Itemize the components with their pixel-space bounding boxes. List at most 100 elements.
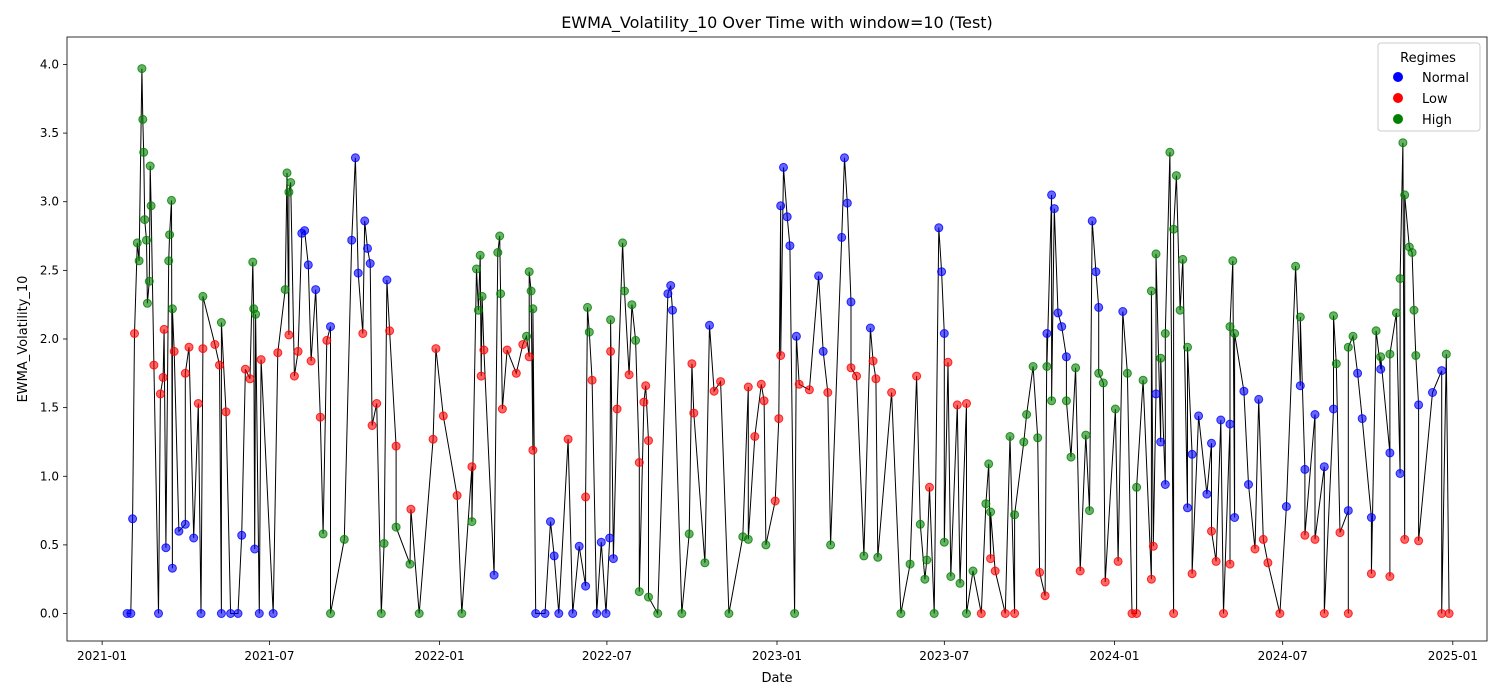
- y-tick-label: 3.5: [40, 126, 59, 140]
- point-normal: [1295, 381, 1305, 391]
- point-low: [159, 324, 169, 334]
- point-low: [1225, 559, 1235, 569]
- y-tick-label: 1.0: [40, 469, 59, 483]
- point-normal: [605, 533, 615, 543]
- point-normal: [581, 581, 591, 591]
- point-normal: [189, 533, 199, 543]
- point-high: [1348, 331, 1358, 341]
- plot-frame: [66, 36, 1488, 642]
- point-low: [976, 609, 986, 618]
- point-low: [245, 374, 255, 384]
- point-normal: [254, 609, 264, 618]
- x-tick-label: 2022-01: [414, 649, 464, 663]
- point-normal: [347, 235, 357, 245]
- point-normal: [1395, 469, 1405, 478]
- point-low: [1263, 558, 1273, 568]
- point-normal: [237, 530, 247, 540]
- point-low: [322, 335, 332, 345]
- point-high: [1122, 368, 1132, 378]
- point-low: [868, 356, 878, 366]
- point-low: [1319, 609, 1329, 618]
- point-low: [169, 346, 179, 356]
- point-normal: [791, 331, 801, 341]
- point-high: [1385, 349, 1395, 359]
- point-low: [1100, 577, 1110, 587]
- point-low: [962, 399, 971, 408]
- point-low: [155, 389, 165, 399]
- point-normal: [846, 297, 856, 307]
- point-low: [1275, 609, 1285, 618]
- point-high: [376, 609, 386, 618]
- point-low: [887, 388, 897, 397]
- point-low: [776, 351, 786, 360]
- point-high: [620, 286, 629, 296]
- point-high: [1225, 322, 1235, 332]
- point-low: [1310, 534, 1320, 544]
- point-high: [144, 276, 154, 286]
- y-tick-label: 0.5: [40, 538, 59, 552]
- point-normal: [353, 268, 363, 278]
- point-high: [724, 609, 734, 618]
- point-low: [1343, 609, 1353, 618]
- point-high: [248, 257, 258, 267]
- point-high: [922, 555, 932, 565]
- point-low: [581, 492, 591, 502]
- point-low: [563, 434, 573, 444]
- point-high: [1098, 378, 1108, 388]
- y-tick-label: 2.5: [40, 263, 59, 277]
- point-high: [968, 566, 978, 576]
- point-normal: [161, 543, 171, 553]
- point-normal: [1118, 307, 1128, 316]
- legend-marker-normal: [1393, 72, 1403, 82]
- point-high: [1066, 452, 1076, 462]
- point-low: [1010, 609, 1020, 618]
- point-normal: [1281, 502, 1291, 511]
- point-high: [1005, 432, 1015, 441]
- axes: 2021-01 2021-07 2022-01 2022-07 2023-01 2023-…: [40, 57, 1478, 663]
- point-high: [929, 609, 939, 618]
- point-low: [358, 329, 368, 338]
- point-low: [687, 359, 697, 369]
- y-tick-label: 1.5: [40, 401, 59, 415]
- point-low: [391, 441, 401, 451]
- point-normal: [1094, 302, 1104, 312]
- point-normal: [1225, 419, 1235, 429]
- point-high: [164, 256, 174, 266]
- point-low: [289, 371, 299, 381]
- x-tick-label: 2024-07: [1258, 649, 1308, 663]
- point-high: [1132, 482, 1142, 492]
- point-low: [431, 344, 441, 354]
- point-low: [502, 345, 512, 355]
- point-high: [1183, 342, 1192, 352]
- point-low: [240, 364, 250, 374]
- point-high: [1169, 224, 1179, 234]
- point-normal: [837, 232, 847, 242]
- point-normal: [574, 541, 584, 551]
- legend: Regimes Normal Low High: [1377, 42, 1481, 132]
- point-low: [709, 386, 719, 396]
- point-high: [1178, 254, 1188, 264]
- point-high: [1110, 404, 1120, 414]
- point-normal: [126, 609, 136, 618]
- point-high: [1081, 430, 1091, 440]
- point-high: [653, 609, 663, 618]
- point-high: [1329, 311, 1338, 321]
- point-normal: [1216, 415, 1226, 425]
- point-high: [1175, 305, 1185, 315]
- point-low: [518, 340, 528, 349]
- point-high: [1228, 256, 1238, 266]
- point-low: [210, 340, 220, 349]
- point-normal: [937, 267, 947, 277]
- point-high: [1411, 351, 1421, 360]
- point-low: [639, 397, 649, 407]
- point-low: [823, 388, 833, 397]
- point-high: [522, 331, 531, 341]
- point-low: [794, 379, 804, 389]
- point-high: [859, 551, 869, 561]
- point-normal: [668, 305, 677, 315]
- point-normal: [1049, 204, 1059, 214]
- point-high: [284, 187, 294, 197]
- point-low: [952, 400, 962, 410]
- point-high: [496, 289, 506, 299]
